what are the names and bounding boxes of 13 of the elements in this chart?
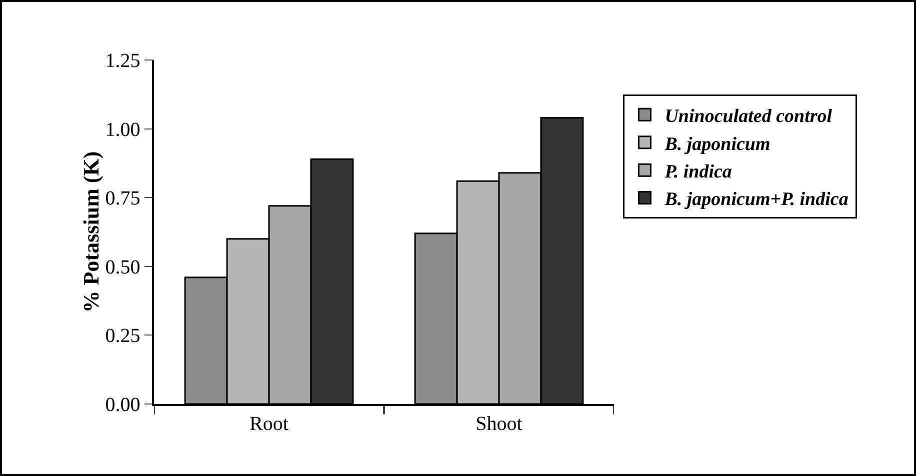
legend-label: B. japonicum — [664, 134, 770, 155]
y-tick-label: 1.25 — [105, 50, 140, 72]
legend-label: P. indica — [664, 161, 732, 182]
x-tick-label: Root — [250, 412, 289, 435]
y-axis-title: % Potassium (K) — [78, 151, 104, 313]
y-tick-label: 0.75 — [105, 188, 140, 210]
legend-label: Uninoculated control — [664, 106, 833, 128]
y-tick-label: 0.00 — [105, 394, 140, 416]
x-tick-label: Shoot — [476, 412, 523, 435]
y-tick-label: 1.00 — [105, 118, 140, 141]
legend-label: B. japonicum+P. indica — [664, 189, 849, 210]
y-tick-label: 0.25 — [105, 325, 140, 348]
y-tick-label: 0.50 — [105, 256, 140, 278]
